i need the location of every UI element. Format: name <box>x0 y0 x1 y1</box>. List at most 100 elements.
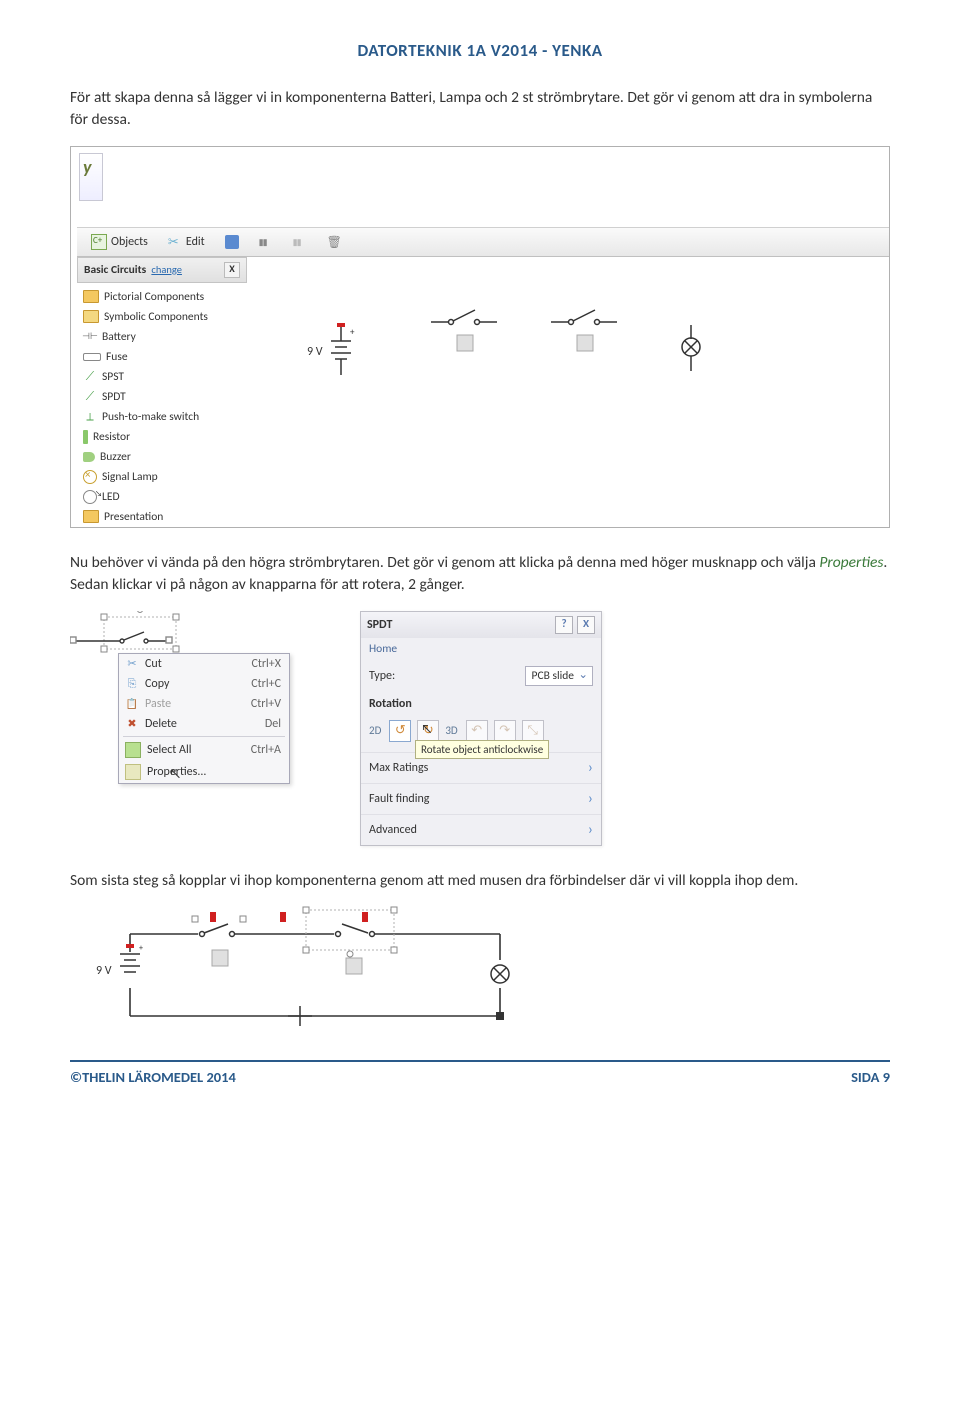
cut-icon <box>125 657 139 671</box>
panel-title: Basic Circuits <box>84 263 146 277</box>
canvas-symbols: + 9 V <box>261 257 781 517</box>
menu-item-cut[interactable]: Cut Ctrl+X <box>119 654 289 674</box>
tree-item[interactable]: Resistor <box>81 427 247 447</box>
tree-item-label: Fuse <box>106 350 128 364</box>
panel-close-button[interactable]: X <box>224 262 240 278</box>
fault-finding-row[interactable]: Fault finding› <box>361 783 601 814</box>
tree-item[interactable]: Pictorial Components <box>81 287 247 307</box>
ic-push-icon <box>83 410 97 424</box>
scissors-icon <box>168 235 182 249</box>
rotation-row: 2D ↺ ↻ 3D ↶ ↷ ⤡ ↖ Rotate object anticloc… <box>361 714 601 752</box>
ic-spdt-icon <box>83 390 97 404</box>
advanced-row[interactable]: Advanced› <box>361 814 601 845</box>
tree-item[interactable]: SPDT <box>81 387 247 407</box>
battery-voltage-label: 9 V <box>307 345 323 359</box>
objects-icon <box>91 234 107 250</box>
screenshot-wired-circuit: + 9 V <box>70 906 890 1036</box>
menu-item-label: Cut <box>145 657 245 671</box>
tree-item[interactable]: Symbolic Components <box>81 307 247 327</box>
page-header: DATORTEKNIK 1A V2014 - YENKA <box>70 40 890 61</box>
rotate-3d-1[interactable]: ↶ <box>466 720 488 742</box>
fld-icon <box>83 290 99 303</box>
paragraph-1: För att skapa denna så lägger vi in komp… <box>70 87 890 132</box>
tree-item-label: Presentation <box>104 510 163 524</box>
run-icon <box>259 235 273 249</box>
del-icon <box>125 717 139 731</box>
tree-item-label: Push-to-make switch <box>102 410 199 424</box>
menu-item-delete[interactable]: Delete Del <box>119 714 289 734</box>
rotate-3d-3[interactable]: ⤡ <box>522 720 544 742</box>
cursor-icon: ↖ <box>169 765 181 782</box>
menu-item-label: Delete <box>145 717 259 731</box>
ic-batt-icon <box>83 330 97 344</box>
tree-item[interactable]: Buzzer <box>81 447 247 467</box>
trash-icon <box>327 235 341 249</box>
change-link[interactable]: change <box>151 263 182 276</box>
label-2d: 2D <box>369 724 381 737</box>
menu-item-shortcut: Ctrl+C <box>251 677 281 691</box>
sel-icon <box>125 742 141 758</box>
help-button[interactable]: ? <box>555 616 573 634</box>
home-link[interactable]: Home <box>361 638 601 660</box>
close-button[interactable]: X <box>577 616 595 634</box>
toolbar: Objects Edit <box>77 227 889 257</box>
tree-item[interactable]: Battery <box>81 327 247 347</box>
delete-button[interactable] <box>321 233 347 251</box>
panel-header: Basic Circuits change X <box>77 257 247 283</box>
menu-item-properties-[interactable]: Properties... <box>119 761 289 783</box>
objects-button[interactable]: Objects <box>85 232 154 252</box>
rotate-3d-2[interactable]: ↷ <box>494 720 516 742</box>
menu-item-label: Select All <box>147 743 245 757</box>
menu-item-shortcut: Ctrl+A <box>251 743 281 757</box>
rotate-ccw-button[interactable]: ↺ <box>389 720 411 742</box>
tree-item[interactable]: Signal Lamp <box>81 467 247 487</box>
pause-icon <box>293 235 307 249</box>
menu-item-shortcut: Del <box>265 717 281 731</box>
pause-button[interactable] <box>287 233 313 251</box>
context-menu: CutCtrl+XCopyCtrl+CPasteCtrl+VDeleteDel … <box>118 653 290 784</box>
ic-fuse-icon <box>83 353 101 361</box>
tree-item[interactable]: LED <box>81 487 247 507</box>
tree-item-label: Pictorial Components <box>104 290 204 304</box>
tree-item[interactable]: Fuse <box>81 347 247 367</box>
spdt-title: SPDT <box>367 618 392 632</box>
cursor-icon: ↖ <box>421 722 432 737</box>
menu-item-shortcut: Ctrl+X <box>251 657 281 671</box>
save-button[interactable] <box>219 233 245 251</box>
type-label: Type: <box>369 669 395 683</box>
edit-button[interactable]: Edit <box>162 233 211 251</box>
menu-item-select-all[interactable]: Select All Ctrl+A <box>119 739 289 761</box>
save-icon <box>225 235 239 249</box>
menu-item-copy[interactable]: Copy Ctrl+C <box>119 674 289 694</box>
fld-icon <box>83 510 99 523</box>
yenka-logo-strip: y <box>79 153 103 201</box>
tree-item[interactable]: SPST <box>81 367 247 387</box>
tree-item[interactable]: Push-to-make switch <box>81 407 247 427</box>
tree-item-label: Battery <box>102 330 136 344</box>
fld-open-icon <box>83 310 99 323</box>
svg-text:+: + <box>350 327 355 338</box>
edit-label: Edit <box>186 235 205 249</box>
tree-item-label: Buzzer <box>100 450 131 464</box>
type-select[interactable]: PCB slide <box>525 666 593 686</box>
battery-voltage-label-2: 9 V <box>96 964 112 978</box>
menu-item-label: Properties... <box>147 765 275 779</box>
run-button[interactable] <box>253 233 279 251</box>
footer-left: ©THELIN LÄROMEDEL 2014 <box>70 1068 236 1086</box>
label-3d: 3D <box>445 724 457 737</box>
menu-item-label: Copy <box>145 677 245 691</box>
ic-buz-icon <box>83 452 95 462</box>
rotate-tooltip: Rotate object anticlockwise <box>415 740 549 759</box>
tree-item-label: Symbolic Components <box>104 310 208 324</box>
spdt-properties-panel: SPDT ? X Home Type: PCB slide Rotation 2… <box>360 611 602 846</box>
tree-item-label: Signal Lamp <box>102 470 158 484</box>
tree-item-label: SPST <box>102 370 124 384</box>
paste-icon <box>125 697 139 711</box>
prop-icon <box>125 764 141 780</box>
footer-right: SIDA 9 <box>851 1068 890 1086</box>
tree-item[interactable]: Presentation <box>81 507 247 527</box>
circuit-canvas[interactable]: + 9 V <box>261 257 883 521</box>
menu-item-label: Paste <box>145 697 245 711</box>
ic-spst-icon <box>83 370 97 384</box>
objects-label: Objects <box>111 235 148 249</box>
